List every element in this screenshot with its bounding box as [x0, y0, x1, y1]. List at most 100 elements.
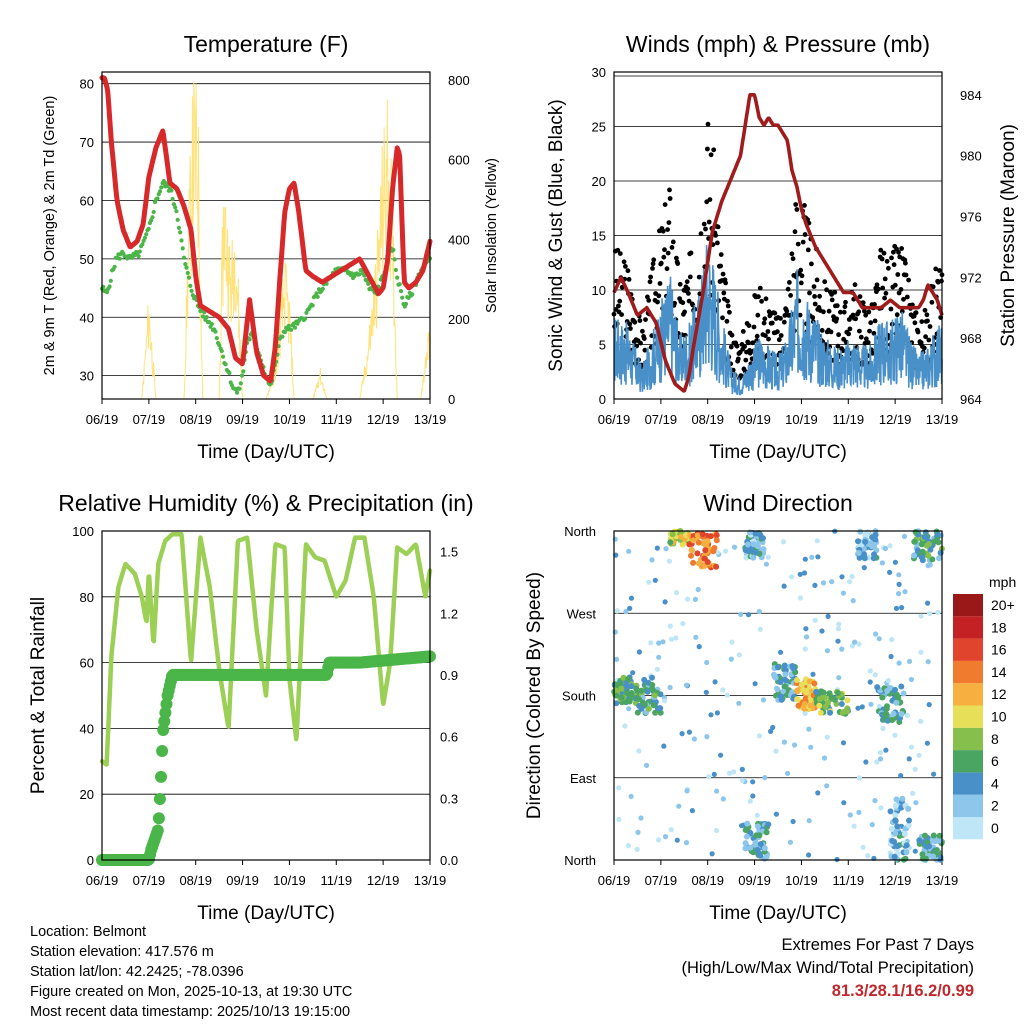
direction-point	[688, 547, 695, 554]
winds-ytick-label: 30	[592, 65, 606, 80]
direction-xtick-label: 13/19	[926, 873, 959, 888]
direction-xlabel: Time (Day/UTC)	[709, 903, 847, 924]
direction-point	[910, 790, 916, 797]
direction-point	[840, 740, 847, 746]
winds-gust-point	[647, 279, 653, 285]
temperature-dewpoint-point	[130, 255, 135, 260]
direction-point	[926, 843, 933, 850]
direction-point	[667, 684, 673, 691]
winds-gust-point	[809, 261, 814, 267]
direction-point	[651, 692, 658, 699]
direction-point	[851, 823, 857, 829]
station-info: Location: Belmont Station elevation: 417…	[30, 922, 352, 1022]
winds-gust-point	[705, 121, 711, 127]
winds-gust-point	[778, 333, 784, 338]
direction-point	[771, 671, 777, 678]
winds-gust-point	[655, 299, 660, 305]
winds-xtick-label: 06/19	[598, 412, 631, 427]
direction-point	[620, 674, 627, 681]
direction-point	[892, 559, 899, 565]
direction-legend-label: 4	[991, 775, 999, 791]
direction-point	[686, 541, 693, 548]
extremes-subtitle: (High/Low/Max Wind/Total Precipitation)	[681, 959, 974, 977]
direction-xtick-label: 07/19	[645, 873, 678, 888]
direction-point	[841, 800, 847, 806]
direction-point	[856, 775, 863, 781]
winds-gust-point	[853, 316, 858, 322]
direction-point	[824, 648, 831, 654]
direction-point	[835, 626, 842, 632]
winds-gust-point	[797, 312, 803, 318]
direction-point	[836, 621, 842, 627]
direction-point	[855, 538, 861, 545]
winds-gust-point	[724, 318, 730, 324]
direction-point	[736, 652, 743, 658]
temperature-dewpoint-point	[112, 264, 117, 269]
direction-point	[757, 626, 763, 632]
direction-point	[801, 705, 808, 712]
direction-point	[689, 808, 696, 814]
direction-point	[757, 852, 764, 859]
winds-gust-point	[669, 245, 675, 250]
winds-gust-point	[899, 309, 905, 314]
direction-point	[815, 554, 821, 560]
direction-point	[763, 829, 770, 836]
direction-point	[892, 817, 899, 824]
temperature-dewpoint-point	[410, 292, 415, 297]
direction-point	[883, 705, 890, 712]
direction-point	[923, 534, 930, 541]
direction-point	[918, 613, 924, 619]
direction-point	[926, 702, 932, 708]
winds-gust-point	[713, 233, 718, 238]
direction-point	[802, 556, 808, 562]
direction-point	[937, 549, 944, 556]
winds-ylabel: Sonic Wind & Gust (Blue, Black)	[546, 99, 567, 371]
winds-gust-point	[680, 300, 686, 306]
temperature-temp-line	[99, 75, 433, 384]
winds-gust-point	[896, 290, 902, 296]
direction-point	[803, 626, 809, 632]
direction-point	[663, 546, 669, 552]
winds-gust-point	[696, 274, 702, 280]
winds-gust-point	[728, 344, 734, 350]
direction-point	[660, 639, 666, 645]
winds-gust-point	[742, 344, 747, 349]
direction-point	[685, 596, 691, 602]
winds-gust-point	[883, 290, 889, 296]
direction-point	[818, 688, 825, 695]
direction-point	[919, 554, 926, 561]
winds-ytick-right-label: 964	[960, 392, 982, 407]
temperature-dewpoint-point	[188, 283, 193, 288]
winds-xtick-label: 07/19	[645, 412, 678, 427]
direction-point	[887, 808, 894, 815]
direction-point	[802, 710, 808, 717]
direction-frame	[613, 530, 943, 861]
winds-gust-point	[921, 345, 927, 351]
direction-point	[876, 636, 882, 642]
temperature-dewpoint-point	[176, 225, 182, 230]
temperature-dewpoint-point	[185, 270, 190, 276]
temperature-dewpoint-point	[178, 230, 183, 235]
temperature-dewpoint-point	[173, 205, 178, 210]
winds-gust-point	[889, 255, 894, 261]
winds-gust-point	[835, 343, 841, 349]
temperature-ytick-right-label: 200	[448, 312, 470, 327]
direction-point	[856, 554, 863, 561]
direction-point	[736, 700, 742, 706]
direction-legend-swatch	[953, 794, 983, 817]
direction-point	[744, 820, 751, 827]
direction-point	[887, 569, 893, 576]
direction-point	[808, 744, 814, 750]
winds-ytick-right-label: 980	[960, 149, 982, 164]
direction-point	[916, 752, 922, 758]
location-text: Location: Belmont	[30, 924, 147, 940]
direction-point	[723, 548, 729, 554]
winds-gust-point	[898, 287, 904, 292]
winds-gust-point	[778, 316, 783, 321]
direction-point	[704, 734, 710, 740]
temperature-dewpoint-point	[227, 370, 232, 376]
direction-point	[713, 537, 720, 544]
direction-point	[878, 805, 884, 811]
direction-point	[839, 646, 845, 652]
direction-point	[929, 556, 936, 563]
